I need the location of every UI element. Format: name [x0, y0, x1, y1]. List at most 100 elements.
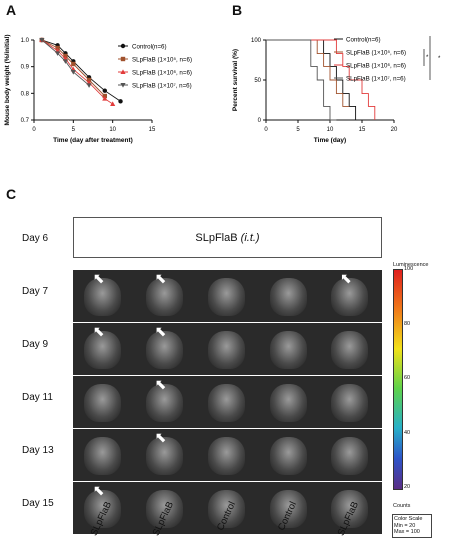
data-point [102, 96, 108, 101]
day-label: Day 6 [22, 233, 49, 244]
x-tick-label: 20 [391, 127, 398, 133]
mouse-silhouette [331, 278, 369, 316]
legend-label: SLpFlaB (1×10⁶, n=6) [132, 70, 192, 77]
x-tick-label: 10 [109, 127, 116, 133]
series-line [266, 39, 376, 120]
mouse-silhouette [207, 437, 245, 475]
tumor-arrow-icon: ⬉ [154, 270, 167, 286]
data-point [110, 101, 116, 106]
day-label: Day 9 [22, 339, 49, 350]
mouse-silhouette [84, 384, 122, 422]
tumor-arrow-icon: ⬉ [154, 376, 167, 392]
mouse-silhouette [145, 278, 183, 316]
imaging-strip: ⬉ [73, 376, 382, 428]
tumor-arrow-icon: ⬉ [339, 270, 352, 286]
color-scale-max: Max = 100 [394, 529, 420, 535]
mouse-silhouette [207, 278, 245, 316]
mouse-silhouette [269, 437, 307, 475]
x-tick-label: 5 [72, 127, 76, 133]
colorbar-tick-label: 80 [404, 320, 411, 327]
legend-label: Control(n=6) [132, 44, 167, 51]
mouse-silhouette [145, 384, 183, 422]
imaging-strip: ⬉ [73, 429, 382, 481]
series [266, 39, 337, 121]
mouse-silhouette [84, 437, 122, 475]
series [266, 39, 362, 121]
mouse-silhouette [331, 490, 369, 528]
colorbar-unit: Counts [393, 503, 411, 509]
tumor-arrow-icon: ⬉ [92, 270, 105, 286]
y-tick-label: 0.9 [21, 65, 30, 71]
data-point [102, 88, 108, 93]
panel-c-letter: C [6, 186, 17, 202]
data-point [62, 59, 69, 64]
mouse-silhouette [269, 490, 307, 528]
x-tick-label: 15 [359, 127, 366, 133]
treatment-route: (i.t.) [240, 231, 260, 244]
series [266, 39, 376, 120]
significance-star: * [426, 55, 429, 61]
treatment-label-box: SLpFlaB (i.t.) [73, 217, 382, 258]
tumor-arrow-icon: ⬉ [154, 323, 167, 339]
mouse-silhouette [145, 331, 183, 369]
data-point [71, 61, 76, 67]
imaging-strip: ⬉ ⬉ ⬉ [73, 270, 382, 322]
legend-label: Control(n=6) [346, 37, 381, 44]
legend-marker [120, 69, 126, 74]
x-axis-label: Time (day after treatment) [53, 137, 133, 144]
tumor-arrow-icon: ⬉ [154, 429, 167, 445]
mouse-silhouette [331, 384, 369, 422]
y-tick-label: 0.7 [21, 118, 30, 124]
series-line [41, 39, 113, 105]
mouse-silhouette [269, 278, 307, 316]
data-point [70, 70, 76, 75]
panel-a-letter: A [6, 2, 17, 18]
data-point [39, 38, 45, 43]
x-tick-label: 10 [327, 127, 334, 133]
data-point [86, 77, 92, 83]
x-tick-label: 0 [264, 127, 268, 133]
imaging-strip: ⬉ ⬉ [73, 323, 382, 375]
mouse-silhouette [269, 384, 307, 422]
series-line [41, 39, 106, 97]
y-tick-label: 0 [258, 118, 262, 124]
series-line [41, 39, 121, 102]
legend-marker [120, 83, 126, 88]
data-point [55, 51, 61, 56]
legend-label: SLpFlaB (1×10⁶, n=6) [346, 63, 406, 70]
imaging-strip: ⬉ [73, 482, 382, 534]
legend-marker [120, 43, 126, 49]
panel-b-letter: B [232, 2, 243, 18]
mouse-silhouette [207, 490, 245, 528]
series [39, 38, 92, 88]
mouse-silhouette [207, 331, 245, 369]
y-axis-label: Mouse body weight (%/initial) [4, 35, 11, 126]
x-tick-label: 15 [149, 127, 156, 133]
legend-label: SLpFlaB (1×10⁷, n=6) [132, 83, 192, 90]
legend-label: SLpFlaB (1×10⁵, n=6) [132, 57, 192, 64]
chart-body-weight: 0 5 10 15 0.7 0.8 0.9 1.0 Time (day after treatm… [4, 35, 192, 145]
colorbar-tick-label: 60 [404, 375, 411, 381]
series [266, 39, 350, 107]
mouse-silhouette [145, 437, 183, 475]
colorbar-tick-label: 40 [404, 429, 411, 436]
data-point [102, 93, 107, 99]
x-tick-label: 0 [32, 127, 36, 133]
colorbar-tick-label: 20 [404, 484, 411, 490]
data-point [63, 53, 68, 59]
day-label: Day 15 [22, 498, 54, 509]
day-label: Day 13 [22, 445, 54, 456]
data-point [55, 45, 60, 51]
series-line [266, 39, 350, 107]
colorbar-tick-label: 100 [404, 266, 414, 272]
y-tick-label: 100 [251, 38, 262, 44]
data-point [118, 99, 123, 104]
mouse-silhouette [84, 490, 122, 528]
mouse-silhouette [331, 331, 369, 369]
x-tick-label: 5 [296, 127, 300, 133]
mouse-silhouette [84, 331, 122, 369]
y-tick-label: 50 [254, 78, 261, 84]
tumor-arrow-icon: ⬉ [92, 482, 105, 498]
colorbar [393, 269, 403, 490]
mouse-silhouette [207, 384, 245, 422]
